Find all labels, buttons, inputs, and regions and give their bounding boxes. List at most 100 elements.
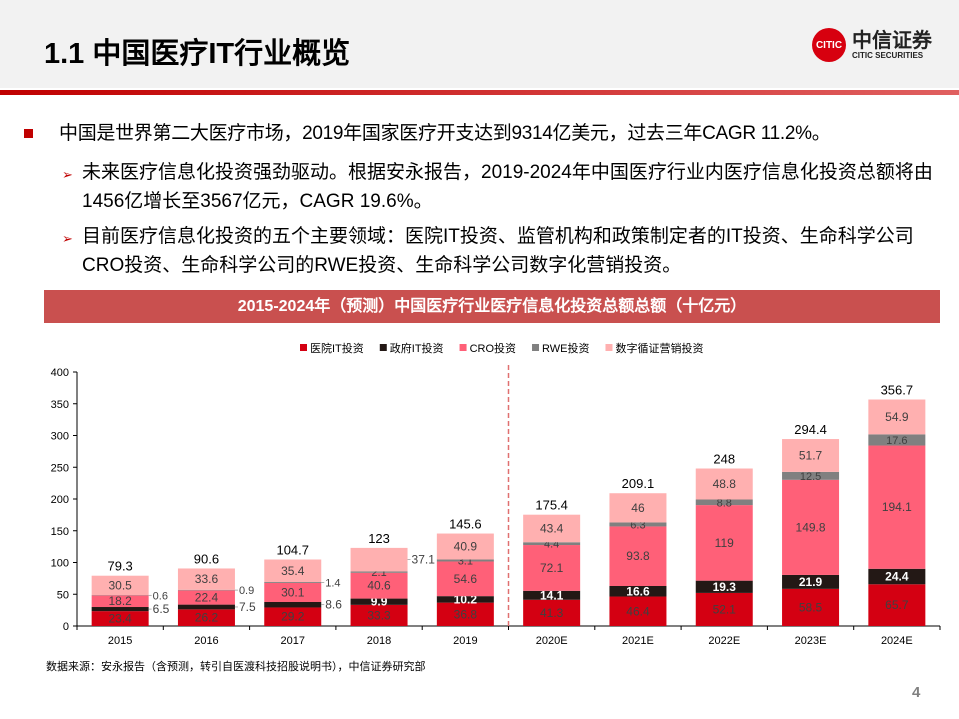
bar-segment	[609, 585, 667, 597]
bar-segment	[782, 439, 840, 472]
bar-segment	[609, 493, 667, 523]
legend-swatch	[459, 344, 467, 351]
total-label: 145.6	[449, 517, 482, 532]
total-label: 79.3	[107, 559, 132, 574]
bar-segment	[436, 559, 494, 562]
bar-segment	[695, 499, 753, 506]
total-label: 248	[713, 452, 735, 467]
bullet-sub-1: ➢ 未来医疗信息化投资强劲驱动。根据安永报告，2019-2024年中国医疗行业内医…	[62, 158, 942, 216]
bar-segment	[609, 596, 667, 626]
bullet-main: 中国是世界第二大医疗市场，2019年国家医疗开支达到9314亿美元，过去三年CA…	[24, 118, 831, 145]
bar-segment	[609, 526, 667, 586]
data-label: 33.3	[367, 608, 391, 622]
total-label: 175.4	[535, 498, 568, 513]
y-tick-label: 50	[57, 589, 69, 601]
bullet-main-text: 中国是世界第二大医疗市场，2019年国家医疗开支达到9314亿美元，过去三年CA…	[59, 123, 831, 144]
data-label: 14.1	[540, 588, 564, 602]
citic-logo: CITIC 中信证券 CITIC SECURITIES	[812, 28, 932, 62]
y-tick-label: 0	[63, 621, 69, 633]
header-divider	[0, 90, 959, 95]
bar-segment	[523, 542, 581, 546]
data-label: 21.9	[799, 575, 823, 589]
bar-segment	[436, 533, 494, 560]
total-label: 356.7	[881, 382, 914, 397]
bar-segment	[350, 572, 408, 599]
x-tick-label: 2020E	[536, 635, 568, 647]
bar-segment	[350, 598, 408, 605]
legend-swatch	[379, 344, 387, 351]
bar-segment	[609, 522, 667, 527]
data-label: 30.1	[281, 585, 305, 599]
bar-segment	[695, 580, 753, 593]
chart-title: 2015-2024年（预测）中国医疗行业医疗信息化投资总额总额（十亿元）	[44, 290, 940, 323]
data-label: 58.5	[799, 600, 823, 614]
data-label: 26.2	[195, 611, 219, 625]
data-label: 72.1	[540, 561, 564, 575]
x-tick-label: 2023E	[795, 635, 827, 647]
bar-segment	[350, 604, 408, 626]
bar-segment	[782, 574, 840, 589]
citic-logo-mark: CITIC	[812, 28, 846, 62]
total-label: 104.7	[276, 543, 309, 558]
bar-segment	[91, 595, 149, 608]
legend-label: 数字循证营销投资	[615, 341, 703, 355]
data-label: 119	[715, 536, 734, 550]
data-label: 29.2	[281, 610, 305, 624]
bullet-sub-1-text: 未来医疗信息化投资强劲驱动。根据安永报告，2019-2024年中国医疗行业内医疗…	[82, 162, 933, 212]
bullet-sub-2: ➢ 目前医疗信息化投资的五个主要领域：医院IT投资、监管机构和政策制定者的IT投资…	[62, 222, 942, 280]
data-label: 52.1	[713, 602, 737, 616]
bar-segment	[350, 571, 408, 573]
bar-segment	[782, 588, 840, 626]
data-label: 18.2	[108, 594, 132, 608]
data-label: 6.5	[153, 602, 170, 616]
data-label: 8.8	[717, 497, 732, 509]
data-label: 40.9	[454, 540, 478, 554]
data-label: 30.5	[108, 578, 132, 592]
data-label: 12.5	[800, 471, 821, 483]
x-tick-label: 2022E	[708, 635, 740, 647]
y-tick-label: 350	[51, 399, 69, 411]
legend-label: 医院IT投资	[310, 341, 364, 355]
data-label: 23.4	[108, 612, 132, 626]
bar-segment	[91, 611, 149, 626]
total-label: 294.4	[794, 422, 827, 437]
y-tick-label: 300	[51, 431, 69, 443]
data-label: 41.3	[540, 606, 564, 620]
bar-segment	[350, 547, 408, 572]
bar-segment	[868, 445, 926, 569]
bar-segment	[264, 607, 322, 626]
header-band	[0, 0, 959, 88]
logo-en: CITIC SECURITIES	[852, 50, 924, 60]
bar-segment	[264, 581, 322, 583]
data-label: 0.9	[239, 585, 254, 597]
page-title: 1.1 中国医疗IT行业概览	[44, 38, 351, 70]
bar-segment	[523, 590, 581, 600]
total-label: 90.6	[194, 551, 219, 566]
legend-label: RWE投资	[542, 341, 589, 355]
data-label: 33.6	[195, 572, 219, 586]
bar-segment	[177, 589, 235, 591]
data-label: 93.8	[626, 549, 650, 563]
legend-label: 政府IT投资	[390, 341, 444, 355]
x-tick-label: 2019	[453, 635, 477, 647]
data-label: 36.8	[454, 607, 478, 621]
y-tick-label: 150	[51, 526, 69, 538]
total-label: 123	[368, 531, 390, 546]
data-label: 22.4	[195, 590, 219, 604]
bar-segment	[177, 590, 235, 605]
page-number: 4	[912, 684, 921, 701]
bar-segment	[264, 559, 322, 582]
x-tick-label: 2015	[108, 635, 132, 647]
data-label: 46.4	[626, 604, 650, 618]
x-tick-label: 2018	[367, 635, 391, 647]
bar-segment	[868, 399, 926, 435]
bar-segment	[782, 479, 840, 575]
bar-segment	[695, 592, 753, 626]
bar-segment	[264, 582, 322, 602]
y-tick-label: 400	[51, 367, 69, 379]
data-label: 65.7	[885, 598, 909, 612]
y-tick-label: 250	[51, 462, 69, 474]
bar-segment	[695, 468, 753, 500]
bar-segment	[523, 545, 581, 591]
bar-segment	[91, 607, 149, 612]
